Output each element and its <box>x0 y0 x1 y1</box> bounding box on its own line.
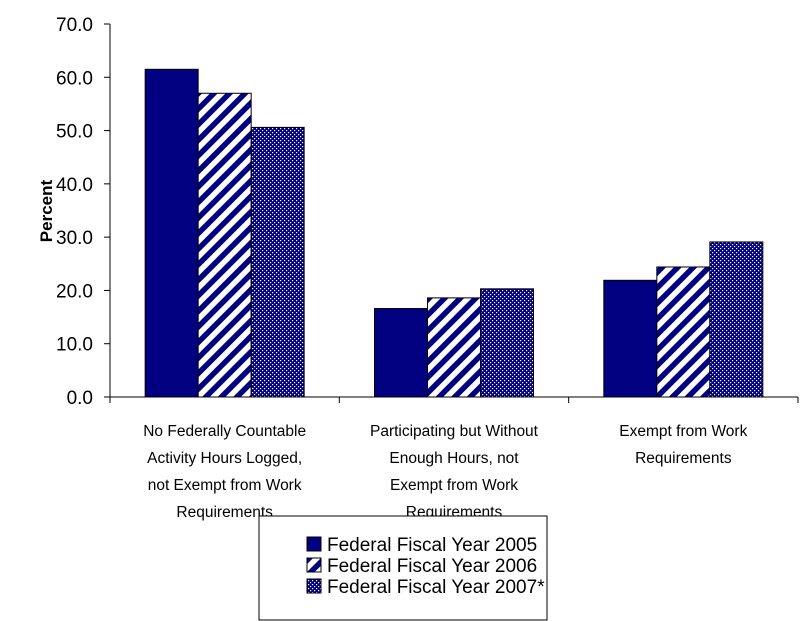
bar-2-series-2 <box>427 297 481 398</box>
y-tick-label: 10.0 <box>56 335 93 356</box>
legend-swatch-2 <box>306 557 322 573</box>
category-label-line: Exempt from Work <box>390 477 518 494</box>
bar-1-series-2 <box>197 92 252 398</box>
category-labels: No Federally Countable Activity Hours Log… <box>143 423 747 521</box>
y-tick-label: 0.0 <box>67 388 93 409</box>
x-axis-ticks <box>109 397 799 403</box>
category-label-line: not Exempt from Work <box>148 477 302 494</box>
category-label-line: Requirements <box>635 450 732 467</box>
y-axis-ticks: 0.0 10.0 20.0 30.0 40.0 50.0 60.0 70.0 <box>56 15 110 409</box>
bar-3-series-1 <box>603 279 658 398</box>
bar-3-series-3 <box>709 241 764 398</box>
bars <box>144 68 764 398</box>
legend-label-3: Federal Fiscal Year 2007* <box>327 577 545 598</box>
bar-1-series-1 <box>144 68 199 398</box>
y-tick-label: 20.0 <box>56 281 93 302</box>
y-tick-label: 60.0 <box>56 68 93 89</box>
bar-2-series-1 <box>374 308 428 398</box>
bar-2-series-3 <box>480 288 534 398</box>
category-label-line: Participating but Without <box>370 423 539 440</box>
category-label-line: Activity Hours Logged, <box>147 450 302 467</box>
legend-label-2: Federal Fiscal Year 2006 <box>327 556 537 577</box>
category-label-line: Enough Hours, not <box>389 450 519 467</box>
legend-label-1: Federal Fiscal Year 2005 <box>327 535 537 556</box>
legend-swatch-1 <box>306 536 322 552</box>
category-label-line: Requirements <box>176 504 273 521</box>
y-tick-label: 50.0 <box>56 122 93 143</box>
y-tick-label: 70.0 <box>56 15 93 36</box>
y-axis-title: Percent <box>37 179 56 242</box>
category-label-line: Exempt from Work <box>619 423 747 440</box>
y-tick-label: 40.0 <box>56 175 93 196</box>
category-label-line: No Federally Countable <box>143 423 306 440</box>
bar-1-series-3 <box>250 126 305 398</box>
legend-swatch-3 <box>306 578 322 594</box>
bar-3-series-2 <box>656 266 711 398</box>
y-tick-label: 30.0 <box>56 228 93 249</box>
